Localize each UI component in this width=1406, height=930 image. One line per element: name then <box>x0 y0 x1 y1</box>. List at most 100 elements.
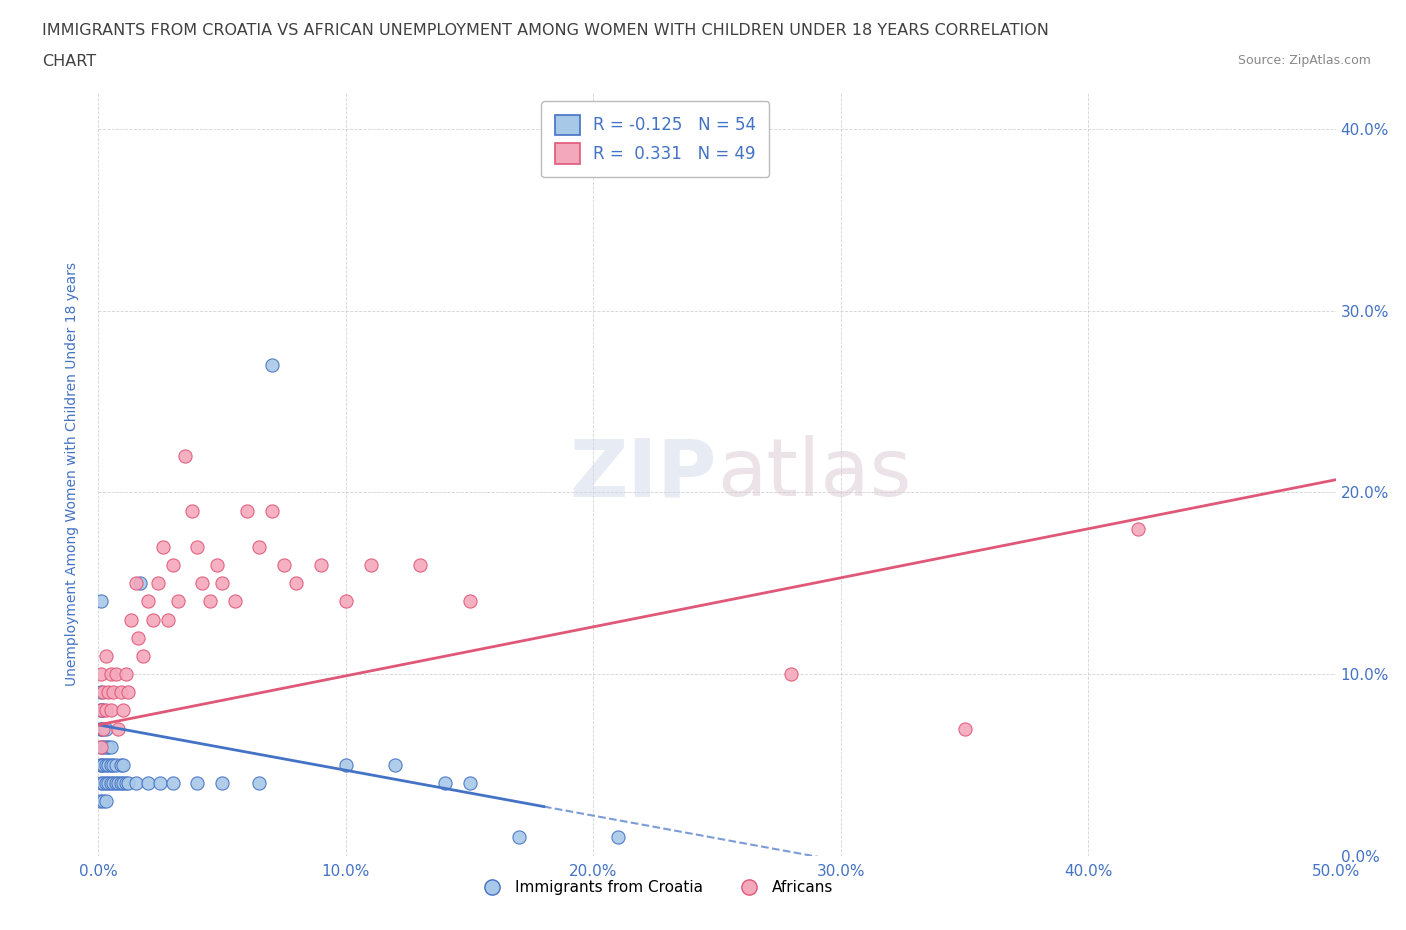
Point <box>110 776 132 790</box>
Point <box>136 594 159 609</box>
Point <box>117 684 139 699</box>
Point <box>90 757 112 772</box>
Point <box>89 793 111 808</box>
Point <box>97 776 120 790</box>
Point <box>211 776 233 790</box>
Point <box>335 757 357 772</box>
Point <box>100 739 122 754</box>
Point <box>104 776 127 790</box>
Point <box>112 757 135 772</box>
Point <box>97 684 120 699</box>
Point <box>94 721 117 736</box>
Point <box>285 576 308 591</box>
Point <box>273 558 295 573</box>
Point <box>90 594 112 609</box>
Point <box>953 721 976 736</box>
Point <box>100 757 122 772</box>
Point <box>103 684 125 699</box>
Point <box>247 539 270 554</box>
Point <box>94 757 117 772</box>
Text: IMMIGRANTS FROM CROATIA VS AFRICAN UNEMPLOYMENT AMONG WOMEN WITH CHILDREN UNDER : IMMIGRANTS FROM CROATIA VS AFRICAN UNEMP… <box>42 23 1049 38</box>
Point <box>93 721 115 736</box>
Point <box>384 757 406 772</box>
Text: CHART: CHART <box>42 54 96 69</box>
Point <box>90 703 112 718</box>
Point <box>127 631 149 645</box>
Point <box>90 757 112 772</box>
Text: ZIP: ZIP <box>569 435 717 513</box>
Point <box>360 558 382 573</box>
Y-axis label: Unemployment Among Women with Children Under 18 years: Unemployment Among Women with Children U… <box>65 262 79 686</box>
Point <box>181 503 204 518</box>
Point <box>224 594 246 609</box>
Point <box>90 684 112 699</box>
Point <box>90 703 112 718</box>
Point <box>186 539 208 554</box>
Point <box>107 776 129 790</box>
Point <box>93 757 115 772</box>
Point <box>174 448 197 463</box>
Point <box>458 776 481 790</box>
Point <box>107 721 129 736</box>
Point <box>433 776 456 790</box>
Point <box>90 721 112 736</box>
Point <box>124 776 146 790</box>
Point <box>112 776 135 790</box>
Point <box>149 776 172 790</box>
Point <box>146 576 169 591</box>
Point <box>93 721 115 736</box>
Point <box>117 776 139 790</box>
Point <box>90 703 112 718</box>
Point <box>409 558 432 573</box>
Point <box>93 793 115 808</box>
Point <box>1126 522 1149 537</box>
Point <box>260 358 283 373</box>
Point <box>120 612 142 627</box>
Text: Source: ZipAtlas.com: Source: ZipAtlas.com <box>1237 54 1371 67</box>
Legend: Immigrants from Croatia, Africans: Immigrants from Croatia, Africans <box>471 874 839 901</box>
Point <box>142 612 165 627</box>
Point <box>103 757 125 772</box>
Point <box>191 576 214 591</box>
Point <box>211 576 233 591</box>
Point <box>186 776 208 790</box>
Point <box>136 776 159 790</box>
Point <box>162 776 184 790</box>
Point <box>152 539 174 554</box>
Point <box>110 757 132 772</box>
Point <box>114 667 136 682</box>
Point <box>124 576 146 591</box>
Text: atlas: atlas <box>717 435 911 513</box>
Point <box>114 776 136 790</box>
Point <box>97 739 120 754</box>
Point <box>100 667 122 682</box>
Point <box>607 830 630 844</box>
Point <box>110 684 132 699</box>
Point <box>508 830 530 844</box>
Point <box>780 667 803 682</box>
Point <box>260 503 283 518</box>
Point <box>129 576 152 591</box>
Point <box>458 594 481 609</box>
Point <box>90 667 112 682</box>
Point <box>90 739 112 754</box>
Point <box>94 776 117 790</box>
Point <box>104 667 127 682</box>
Point <box>100 776 122 790</box>
Point <box>236 503 259 518</box>
Point <box>156 612 179 627</box>
Point <box>94 648 117 663</box>
Point <box>205 558 228 573</box>
Point <box>93 684 115 699</box>
Point <box>90 721 112 736</box>
Point <box>97 757 120 772</box>
Point <box>100 703 122 718</box>
Point <box>94 793 117 808</box>
Point <box>90 776 112 790</box>
Point <box>247 776 270 790</box>
Point <box>93 739 115 754</box>
Point <box>93 776 115 790</box>
Point <box>104 757 127 772</box>
Point <box>112 703 135 718</box>
Point <box>335 594 357 609</box>
